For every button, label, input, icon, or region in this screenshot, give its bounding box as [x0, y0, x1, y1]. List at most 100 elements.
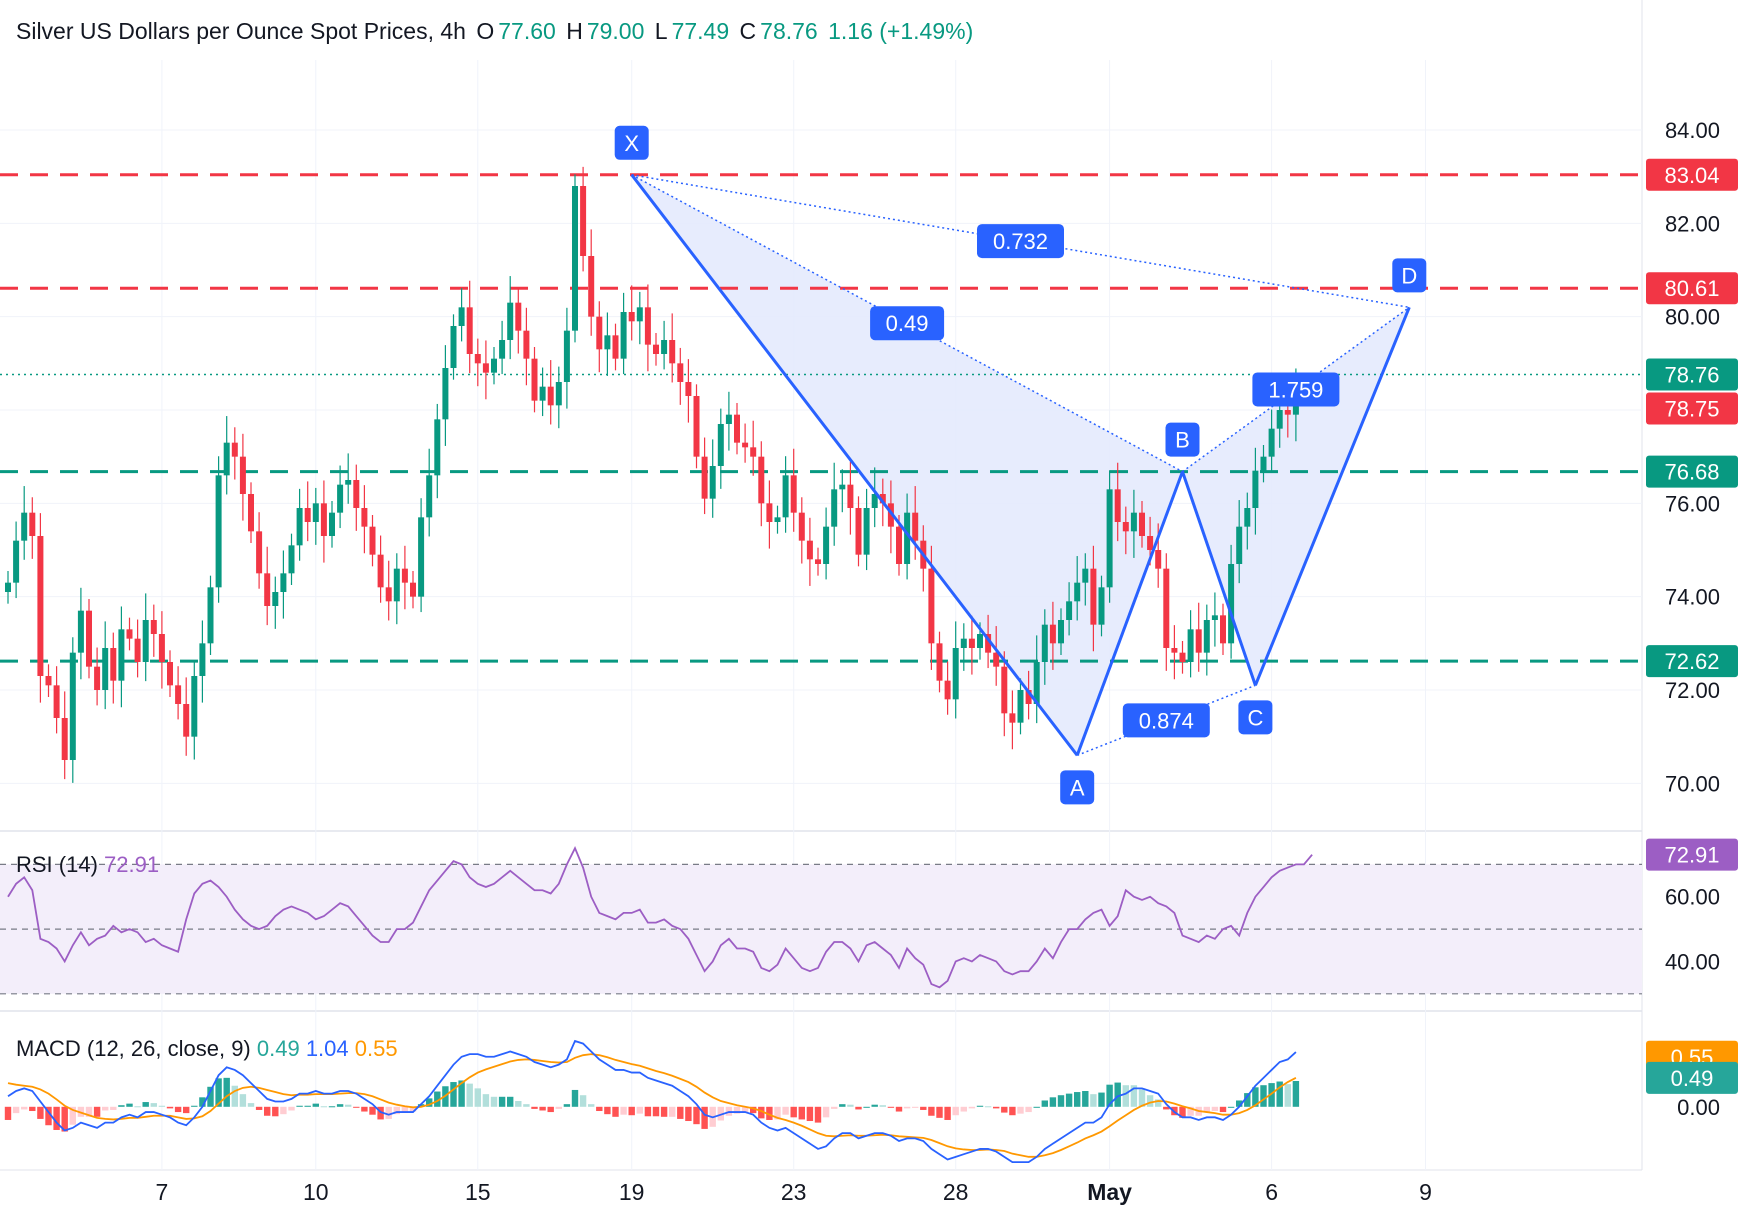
rsi-line — [7, 846, 1313, 989]
macd-hist-bar — [434, 1091, 441, 1107]
macd-hist-bar — [1001, 1106, 1008, 1113]
macd-hist-bar — [1163, 1106, 1170, 1110]
candle-body — [29, 512, 36, 536]
candle-body — [1252, 470, 1259, 508]
candle-body — [248, 494, 254, 532]
candle-body — [442, 368, 449, 420]
last-price-tag — [1646, 358, 1738, 391]
candle-body — [855, 508, 862, 555]
candle-body — [126, 629, 133, 639]
candle-body — [1074, 582, 1081, 602]
candle-body — [1033, 662, 1040, 704]
candle-body — [1106, 489, 1113, 588]
candle-body — [13, 540, 20, 583]
last-price-label: 78.76 — [1664, 363, 1719, 388]
candle-body — [110, 648, 117, 681]
macd-hist-bar — [361, 1106, 368, 1112]
price-tick-label: 74.00 — [1665, 585, 1720, 610]
candle-body — [896, 526, 902, 564]
candle-body — [256, 531, 263, 574]
macd-hist-bar — [158, 1105, 166, 1107]
macd-hist-bar — [1260, 1085, 1267, 1107]
candle-body — [782, 475, 789, 518]
candle-body — [1171, 648, 1178, 653]
macd-hist-bar — [426, 1098, 433, 1107]
candle-body — [952, 648, 959, 700]
macd-axis-tag — [1646, 1061, 1738, 1094]
macd-hist-bar — [474, 1088, 481, 1107]
candle-body — [1147, 536, 1154, 550]
price-axis[interactable]: 84.0082.0080.0078.0076.0074.0072.0070.00… — [1646, 118, 1738, 1120]
macd-hist-bar — [669, 1106, 676, 1117]
macd-hist-bar — [928, 1106, 935, 1116]
macd-hist-bar — [596, 1106, 603, 1112]
macd-hist-bar — [320, 1106, 328, 1108]
candle-body — [77, 610, 84, 653]
ratio-line-XB — [631, 174, 1183, 473]
macd-hist-bar — [790, 1106, 797, 1118]
price-tick-label: 72.00 — [1665, 678, 1720, 703]
pattern-leg-XA — [630, 173, 1079, 757]
macd-hist-bar — [174, 1106, 182, 1113]
candle-body — [280, 573, 287, 592]
macd-hist-bar — [952, 1106, 959, 1116]
high-value: 79.00 — [586, 18, 645, 44]
macd-hist-bar — [976, 1105, 984, 1107]
candle-body — [215, 475, 222, 588]
macd-hist-bar — [118, 1105, 125, 1107]
candle-body — [207, 587, 214, 644]
macd-hist-bar — [806, 1106, 814, 1122]
macd-hist-bar — [774, 1106, 781, 1120]
macd-hist-bar — [588, 1104, 595, 1107]
macd-hist-bar — [110, 1106, 117, 1110]
candle-body — [928, 568, 935, 644]
macd-hist-bar — [255, 1106, 263, 1110]
macd-hist-bar — [328, 1106, 336, 1108]
candle-body — [61, 718, 68, 760]
harmonic-pattern-fill — [631, 174, 1410, 756]
macd-hist-bar — [1179, 1106, 1186, 1118]
macd-hist-bar — [685, 1106, 692, 1122]
candle-body — [491, 358, 497, 373]
macd-tick-label: 0.00 — [1677, 1095, 1720, 1120]
candle-body — [774, 517, 781, 522]
level-tag-bg — [1646, 272, 1738, 305]
rsi-tick-label: 40.00 — [1665, 949, 1720, 974]
macd-hist-bar — [134, 1106, 141, 1108]
candle-body — [466, 307, 473, 354]
macd-hist-bar — [312, 1103, 319, 1107]
candle-body — [183, 704, 190, 737]
candle-body — [677, 363, 684, 382]
macd-hist-bar — [993, 1106, 1000, 1109]
candle-body — [1163, 568, 1170, 648]
harmonic-pattern[interactable]: 0.732 0.49 0.874 1.759 X A B C D — [614, 125, 1427, 805]
macd-hist-bar — [1130, 1085, 1138, 1107]
candle-body — [790, 475, 797, 513]
macd-hist-bar — [895, 1106, 903, 1112]
macd-hist-bar — [466, 1083, 473, 1107]
candle-body — [734, 414, 740, 443]
macd-hist-bar — [353, 1106, 360, 1108]
macd-hist-bar — [879, 1105, 886, 1107]
time-axis[interactable]: 7 10 15 19 23 28 May 6 9 — [156, 1179, 1432, 1205]
candle-body — [1122, 522, 1129, 532]
candle-body — [806, 540, 813, 560]
candle-body — [1049, 624, 1056, 644]
macd-hist-bar — [984, 1106, 992, 1108]
candle-body — [1284, 410, 1291, 415]
ratio-tag-bg — [1122, 703, 1210, 738]
macd-hist-bar — [847, 1104, 854, 1107]
candle-body — [661, 340, 668, 354]
candle-body — [167, 662, 173, 686]
rsi-value: 72.91 — [104, 852, 159, 877]
macd-hist-bar — [1017, 1106, 1024, 1114]
macd-hist-bar — [798, 1106, 805, 1120]
price-tick-label: 70.00 — [1665, 771, 1720, 796]
candle-body — [523, 330, 530, 359]
macd-hist-bar — [417, 1104, 425, 1107]
candle-body — [685, 382, 692, 396]
macd-hist-bar — [191, 1105, 198, 1107]
macd-hist-bar — [1025, 1106, 1032, 1113]
macd-hist-bar — [280, 1106, 287, 1115]
